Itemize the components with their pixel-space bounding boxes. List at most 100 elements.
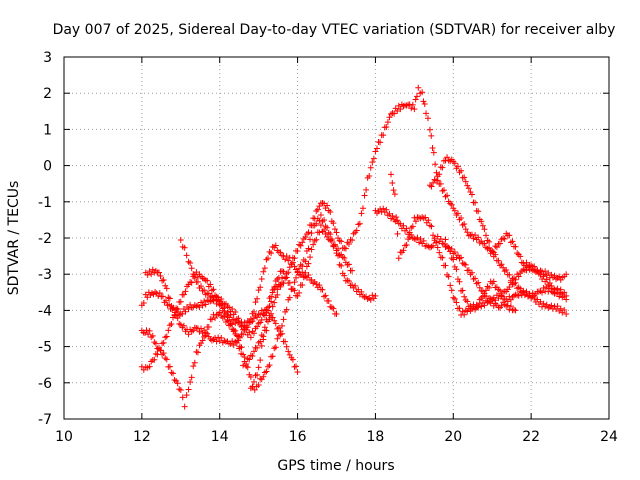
data-point: [163, 333, 170, 340]
data-point: [481, 240, 488, 247]
data-point: [472, 305, 479, 312]
data-point: [394, 108, 401, 115]
data-point: [145, 331, 152, 338]
data-point: [308, 246, 315, 253]
data-point: [331, 241, 338, 248]
data-point: [436, 171, 443, 178]
data-point: [144, 294, 151, 301]
data-point: [495, 295, 502, 302]
data-point: [282, 274, 289, 281]
data-point: [464, 229, 471, 236]
data-point: [338, 251, 345, 258]
data-point: [177, 298, 184, 305]
data-point: [372, 148, 379, 155]
data-point: [450, 256, 457, 263]
data-point: [263, 368, 270, 375]
data-point: [384, 212, 391, 219]
data-point: [338, 262, 345, 269]
data-point: [486, 238, 493, 245]
data-point: [400, 103, 407, 110]
data-point: [305, 260, 312, 267]
data-point: [156, 290, 163, 297]
data-point: [289, 356, 296, 363]
data-point: [338, 238, 345, 245]
data-point: [236, 334, 243, 341]
data-point: [257, 284, 264, 291]
data-point: [358, 210, 365, 217]
data-point: [321, 200, 328, 207]
data-point: [397, 220, 404, 227]
data-point: [444, 192, 451, 199]
data-point: [215, 294, 222, 301]
data-point: [335, 235, 342, 242]
data-point: [316, 282, 323, 289]
data-point: [279, 330, 285, 337]
data-point: [328, 238, 335, 245]
data-point: [548, 302, 555, 309]
data-point: [243, 360, 250, 367]
data-point: [170, 370, 176, 377]
data-point: [204, 330, 211, 337]
data-point: [422, 214, 429, 221]
data-point: [420, 98, 427, 105]
data-point: [252, 299, 259, 306]
data-point: [257, 319, 264, 326]
data-point: [520, 287, 527, 294]
data-point: [269, 353, 276, 360]
data-point: [218, 296, 225, 303]
data-point: [168, 320, 175, 327]
data-point: [470, 275, 477, 282]
x-tick-label: 22: [522, 429, 540, 445]
data-point: [445, 157, 452, 164]
data-point: [321, 226, 328, 233]
y-tick-label: -5: [38, 340, 52, 356]
data-point: [548, 282, 555, 289]
data-point: [514, 250, 521, 257]
data-point: [540, 284, 547, 291]
data-point: [185, 331, 192, 338]
data-point: [475, 279, 482, 286]
data-point: [484, 237, 491, 244]
data-point: [311, 237, 318, 244]
data-point: [307, 236, 314, 243]
data-point: [198, 299, 205, 306]
data-point: [475, 302, 482, 309]
data-point: [302, 234, 309, 241]
data-point: [313, 280, 320, 287]
data-point: [383, 206, 390, 213]
data-point: [272, 344, 279, 351]
data-point: [380, 132, 387, 139]
data-point: [251, 386, 258, 393]
series-sat-j: [442, 236, 519, 314]
data-point: [236, 345, 243, 352]
x-tick-label: 16: [289, 429, 307, 445]
data-point: [430, 179, 437, 186]
data-point: [254, 344, 261, 351]
data-point: [266, 362, 273, 369]
data-point: [166, 363, 173, 370]
data-point: [430, 242, 437, 249]
data-point: [377, 139, 384, 146]
data-point: [271, 299, 278, 306]
data-point: [275, 324, 282, 331]
data-point: [561, 307, 568, 314]
y-tick-label: 3: [43, 50, 52, 66]
data-point: [490, 278, 497, 285]
data-point: [464, 308, 471, 315]
data-point: [426, 222, 433, 229]
data-point: [408, 105, 415, 112]
data-point: [277, 283, 284, 290]
data-point: [501, 296, 508, 303]
data-point: [307, 254, 314, 261]
data-point: [296, 265, 303, 272]
data-point: [233, 339, 240, 346]
data-point: [185, 258, 192, 265]
data-point: [543, 276, 550, 283]
data-point: [349, 267, 356, 274]
data-point: [297, 242, 304, 249]
data-point: [166, 295, 173, 302]
data-point: [439, 254, 446, 261]
data-point: [372, 292, 379, 299]
data-point: [226, 317, 233, 324]
data-point: [201, 287, 208, 294]
